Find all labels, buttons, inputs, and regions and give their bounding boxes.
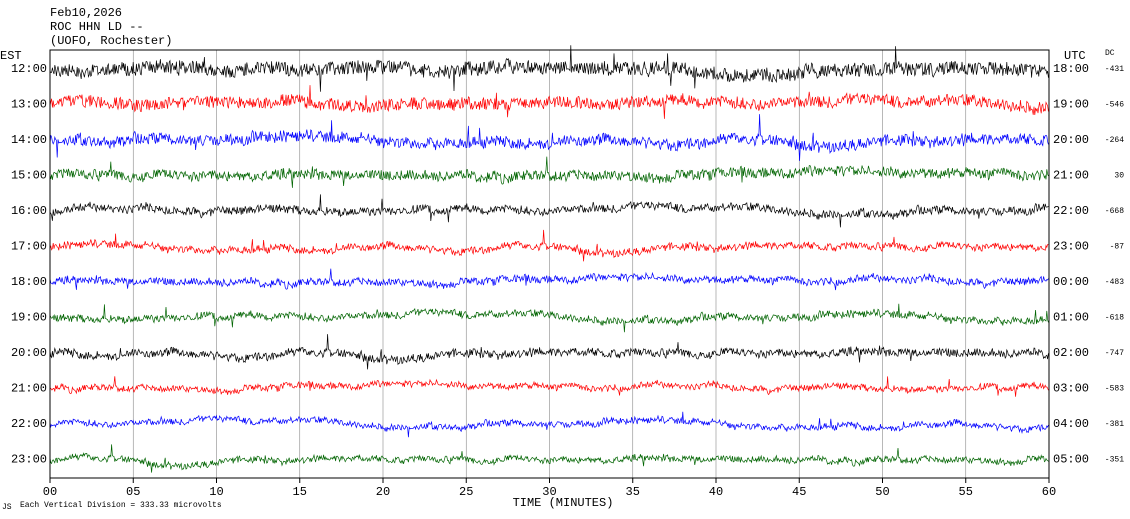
dc-value: 30 [1114,172,1124,181]
dc-value: -87 [1110,243,1125,252]
est-title: EST [0,49,22,63]
x-tick-label: 60 [1042,485,1056,499]
est-label: 23:00 [11,453,47,467]
x-tick-label: 50 [875,485,889,499]
x-tick-label: 25 [459,485,473,499]
dc-value: -381 [1105,420,1124,429]
utc-label: 21:00 [1053,169,1089,183]
dc-value: -351 [1105,456,1124,465]
traces [49,45,1050,478]
trace [49,85,1049,119]
est-label: 18:00 [11,275,47,289]
date: Feb10,2026 [50,6,122,20]
trace [49,444,1049,473]
x-tick-label: 30 [542,485,556,499]
utc-label: 23:00 [1053,240,1089,254]
trace [49,156,1049,188]
utc-label: 04:00 [1053,417,1089,431]
est-label: 16:00 [11,204,47,218]
trace [49,229,1049,262]
footer-mark: JS [2,503,12,512]
est-label: 22:00 [11,417,47,431]
dc-value: -483 [1105,278,1124,287]
trace [49,268,1049,291]
x-tick-label: 35 [626,485,640,499]
utc-label: 02:00 [1053,346,1089,360]
x-tick-label: 15 [293,485,307,499]
location: (UOFO, Rochester) [50,34,172,48]
trace [49,376,1049,397]
x-tick-label: 55 [959,485,973,499]
est-label: 12:00 [11,62,47,76]
dc-value: -546 [1105,101,1124,110]
dc-value: -583 [1105,385,1124,394]
dc-value: -668 [1105,207,1124,216]
est-label: 19:00 [11,311,47,325]
x-tick-label: 45 [792,485,806,499]
est-label: 15:00 [11,169,47,183]
trace [49,303,1049,333]
trace [49,194,1049,228]
utc-label: 05:00 [1053,453,1089,467]
footer-scale: Each Vertical Division = 333.33 microvol… [20,501,222,510]
utc-label: 20:00 [1053,133,1089,147]
trace [49,411,1049,438]
dc-value: -618 [1105,314,1124,323]
utc-label: 18:00 [1053,62,1089,76]
utc-label: 03:00 [1053,382,1089,396]
dc-value: -431 [1105,65,1124,74]
x-tick-label: 00 [43,485,57,499]
dc-title: DC [1105,49,1115,58]
dc-value: -264 [1105,136,1124,145]
est-label: 20:00 [11,346,47,360]
x-tick-label: 40 [709,485,723,499]
x-tick-label: 20 [376,485,390,499]
x-tick-label: 10 [209,485,223,499]
est-label: 21:00 [11,382,47,396]
utc-label: 01:00 [1053,311,1089,325]
est-label: 14:00 [11,133,47,147]
dc-value: -747 [1105,349,1124,358]
trace [49,114,1049,161]
utc-label: 19:00 [1053,98,1089,112]
utc-title: UTC [1064,49,1086,63]
x-tick-label: 05 [126,485,140,499]
x-axis-title: TIME (MINUTES) [513,496,614,510]
est-label: 13:00 [11,98,47,112]
station: ROC HHN LD -- [50,20,144,34]
trace [49,334,1049,370]
utc-label: 22:00 [1053,204,1089,218]
trace [49,45,1049,92]
utc-label: 00:00 [1053,275,1089,289]
est-label: 17:00 [11,240,47,254]
